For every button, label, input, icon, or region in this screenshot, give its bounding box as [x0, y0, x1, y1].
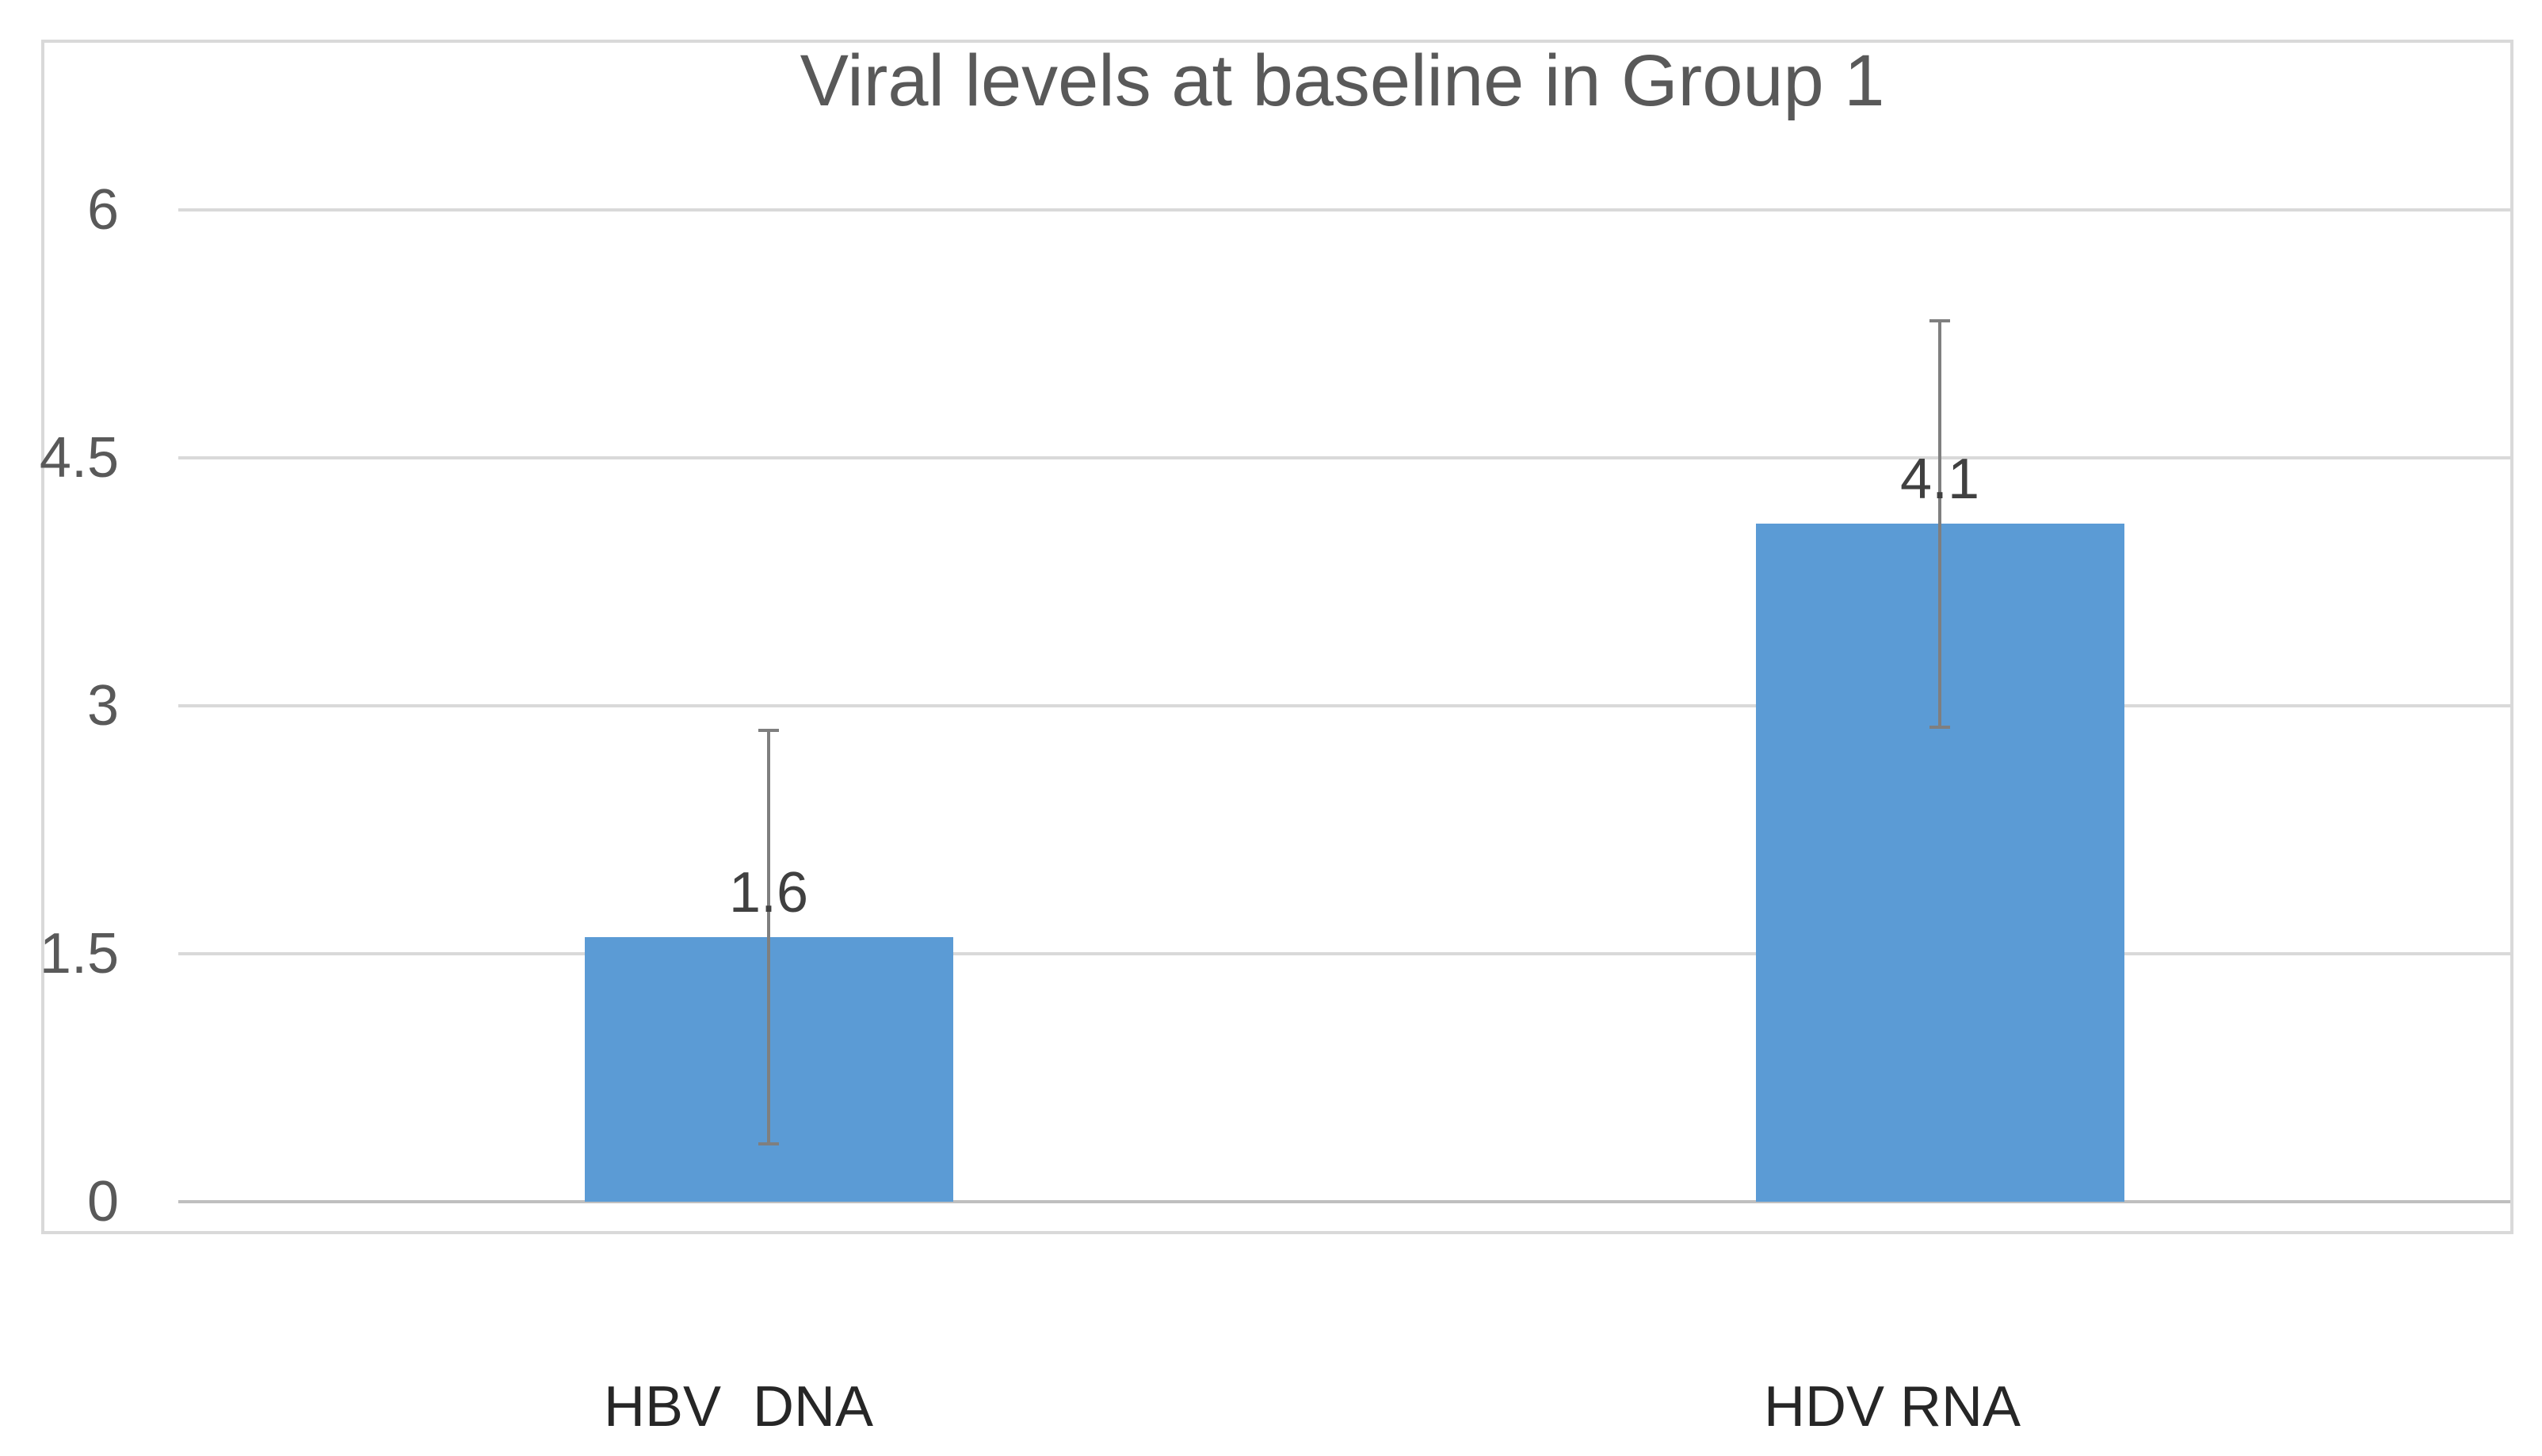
y-tick-label: 4.5 [39, 425, 119, 490]
gridline [178, 703, 2510, 707]
y-tick-label: 1.5 [39, 921, 119, 985]
error-bar-bottom-cap [1929, 726, 1950, 730]
y-tick-label: 6 [86, 177, 119, 242]
data-label: 4.1 [1899, 448, 1980, 512]
error-bar [1938, 320, 1941, 728]
y-tick-label: 3 [86, 673, 119, 738]
error-bar-top-cap [1929, 318, 1950, 322]
data-label: 1.6 [728, 861, 809, 925]
error-bar-bottom-cap [758, 1142, 779, 1145]
gridline [178, 208, 2510, 212]
x-axis-zero-line [178, 1200, 2510, 1203]
chart-title: Viral levels at baseline in Group 1 [800, 40, 1885, 121]
y-tick-label: 0 [86, 1170, 119, 1233]
gridline [178, 455, 2510, 459]
error-bar-top-cap [758, 729, 779, 733]
plot-frame [41, 40, 2513, 1234]
gridline [178, 951, 2510, 955]
error-bar [767, 730, 770, 1144]
x-category-label: HBV DNA [603, 1375, 874, 1439]
x-category-label: HDV RNA [1763, 1375, 2021, 1439]
